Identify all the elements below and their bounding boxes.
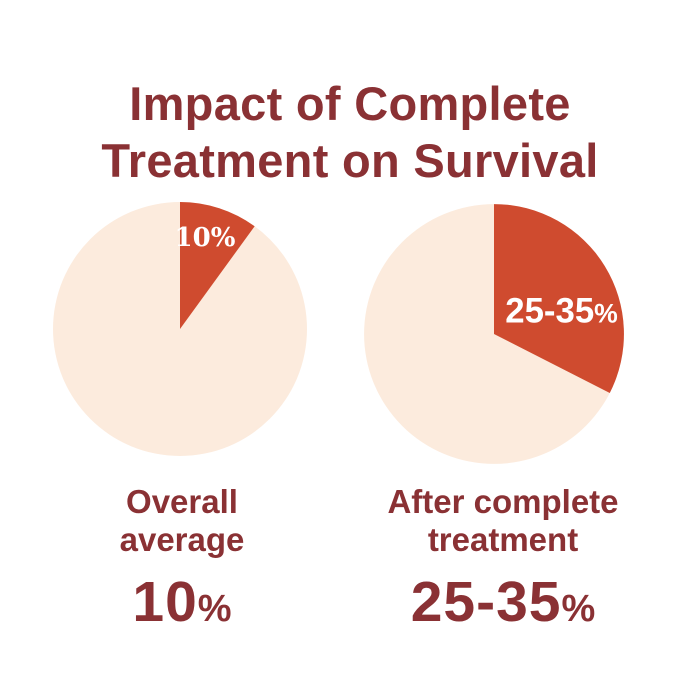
pie-slice bbox=[494, 204, 624, 393]
big-value: 10% bbox=[32, 571, 332, 640]
page-title-line1: Impact of Complete bbox=[129, 77, 571, 131]
page-title: Impact of Complete Treatment on Survival bbox=[0, 75, 700, 189]
pie-slice bbox=[180, 202, 255, 329]
big-value-number: 25-35 bbox=[410, 570, 562, 634]
pie-slice-label-percent-sign: % bbox=[211, 223, 236, 253]
pie-slice-label: 25-35% bbox=[505, 293, 618, 331]
big-value-number: 10 bbox=[132, 570, 198, 634]
pie-slice-label-percent-sign: % bbox=[594, 299, 618, 329]
pie-chart-overall-average: 10% bbox=[53, 202, 307, 456]
pie-slice-label-value: 25-35 bbox=[505, 293, 594, 331]
caption-line: treatment bbox=[427, 521, 579, 558]
big-value-percent-sign: % bbox=[197, 588, 232, 630]
big-value-percent-sign: % bbox=[561, 588, 596, 630]
overall-average-caption-block: Overall average 10% bbox=[32, 483, 332, 640]
caption-line: After complete bbox=[387, 483, 619, 520]
pie-slice-label-value: 10 bbox=[175, 223, 211, 253]
big-value: 25-35% bbox=[350, 571, 656, 640]
after-treatment-caption-block: After complete treatment 25-35% bbox=[350, 483, 656, 640]
pie-chart-after-treatment: 25-35% bbox=[364, 204, 624, 464]
caption-line: Overall bbox=[126, 483, 238, 520]
pie-slice-label: 10% bbox=[175, 223, 236, 253]
page-title-line2: Treatment on Survival bbox=[101, 134, 599, 188]
caption-line: average bbox=[119, 521, 245, 558]
